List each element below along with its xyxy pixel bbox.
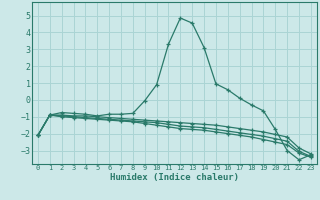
X-axis label: Humidex (Indice chaleur): Humidex (Indice chaleur)	[110, 173, 239, 182]
